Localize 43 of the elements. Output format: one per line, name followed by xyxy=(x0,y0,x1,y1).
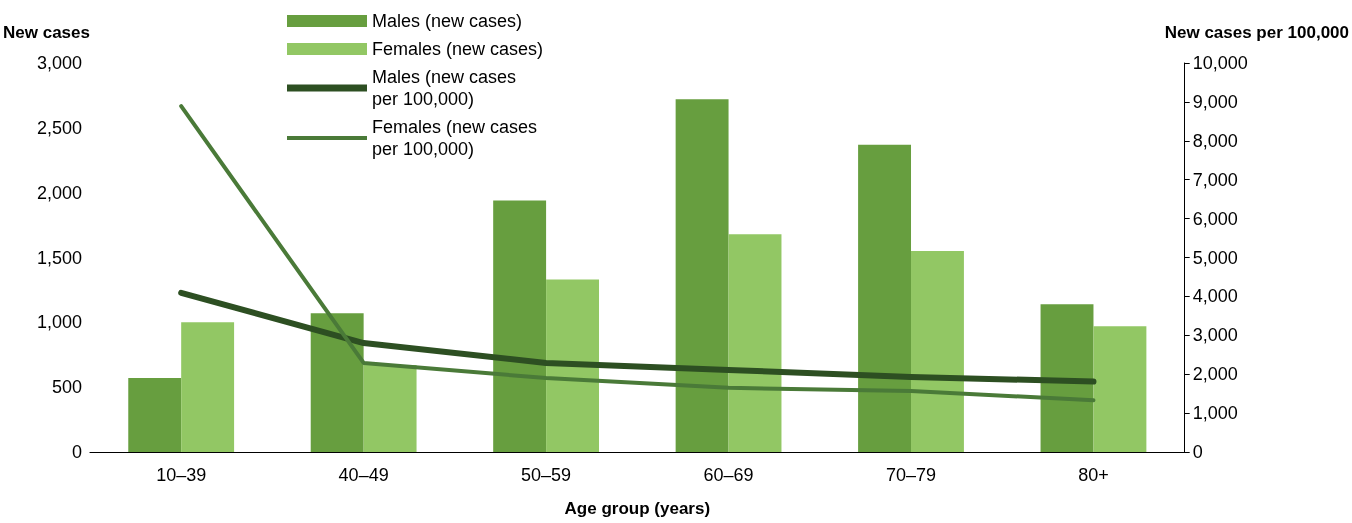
y-tick-label: 1,500 xyxy=(36,247,82,268)
bar xyxy=(858,144,912,452)
x-tick-label: 80+ xyxy=(1078,465,1109,485)
x-tick-label: 60–69 xyxy=(703,465,754,485)
y-tick-label: 500 xyxy=(51,377,82,398)
y2-tick-label: 2,000 xyxy=(1192,364,1238,385)
y-tick-label: 2,000 xyxy=(36,182,82,203)
bar xyxy=(363,365,417,452)
bar xyxy=(128,378,182,452)
bar xyxy=(310,313,364,452)
legend-label: Females (new cases) xyxy=(372,39,544,59)
y2-axis-title: New cases per 100,000 xyxy=(1164,23,1350,42)
bar xyxy=(1040,304,1094,452)
y-tick-label: 0 xyxy=(71,442,82,462)
bar xyxy=(493,200,547,452)
legend-label: Males (new cases per 100,000) xyxy=(372,67,517,109)
y2-tick-label: 3,000 xyxy=(1192,325,1238,346)
y2-tick-label: 6,000 xyxy=(1192,208,1238,229)
legend-label: Males (new cases) xyxy=(372,11,523,31)
x-tick-label: 70–79 xyxy=(885,465,937,485)
x-axis-title: Age group (years) xyxy=(564,499,711,518)
bar xyxy=(181,322,235,452)
y-tick-label: 2,500 xyxy=(36,117,82,138)
y-tick-label: 3,000 xyxy=(36,53,82,73)
legend-label: Females (new cases per 100,000) xyxy=(372,117,538,159)
y2-tick-label: 10,000 xyxy=(1192,53,1248,73)
bar xyxy=(546,279,600,452)
bar xyxy=(911,251,964,452)
y2-tick-label: 9,000 xyxy=(1192,91,1238,112)
y2-tick-label: 4,000 xyxy=(1192,286,1238,307)
y2-tick-label: 0 xyxy=(1192,442,1203,462)
x-tick-label: 10–39 xyxy=(156,465,207,485)
bar xyxy=(728,234,782,452)
y-tick-label: 1,000 xyxy=(36,312,82,333)
y2-tick-label: 1,000 xyxy=(1192,403,1238,424)
bar xyxy=(675,99,729,452)
y-axis-title: New cases xyxy=(3,23,90,42)
y2-tick-label: 7,000 xyxy=(1192,169,1238,190)
x-tick-label: 50–59 xyxy=(521,465,572,485)
y2-tick-label: 8,000 xyxy=(1192,130,1238,151)
x-tick-label: 40–49 xyxy=(338,465,389,485)
bar xyxy=(1093,326,1147,452)
y2-tick-label: 5,000 xyxy=(1192,247,1238,268)
